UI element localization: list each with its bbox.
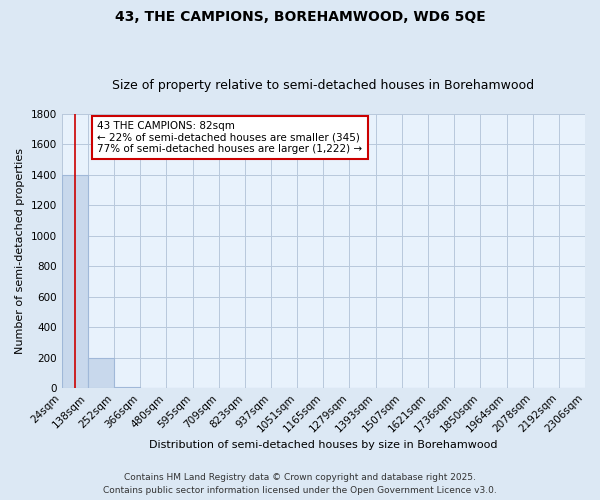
- Bar: [62, 175, 88, 388]
- X-axis label: Distribution of semi-detached houses by size in Borehamwood: Distribution of semi-detached houses by …: [149, 440, 497, 450]
- Y-axis label: Number of semi-detached properties: Number of semi-detached properties: [15, 148, 25, 354]
- Text: Contains HM Land Registry data © Crown copyright and database right 2025.
Contai: Contains HM Land Registry data © Crown c…: [103, 473, 497, 495]
- Text: 43, THE CAMPIONS, BOREHAMWOOD, WD6 5QE: 43, THE CAMPIONS, BOREHAMWOOD, WD6 5QE: [115, 10, 485, 24]
- Text: 43 THE CAMPIONS: 82sqm
← 22% of semi-detached houses are smaller (345)
77% of se: 43 THE CAMPIONS: 82sqm ← 22% of semi-det…: [97, 121, 362, 154]
- Title: Size of property relative to semi-detached houses in Borehamwood: Size of property relative to semi-detach…: [112, 79, 535, 92]
- Bar: [114, 386, 140, 388]
- Bar: [88, 358, 114, 388]
